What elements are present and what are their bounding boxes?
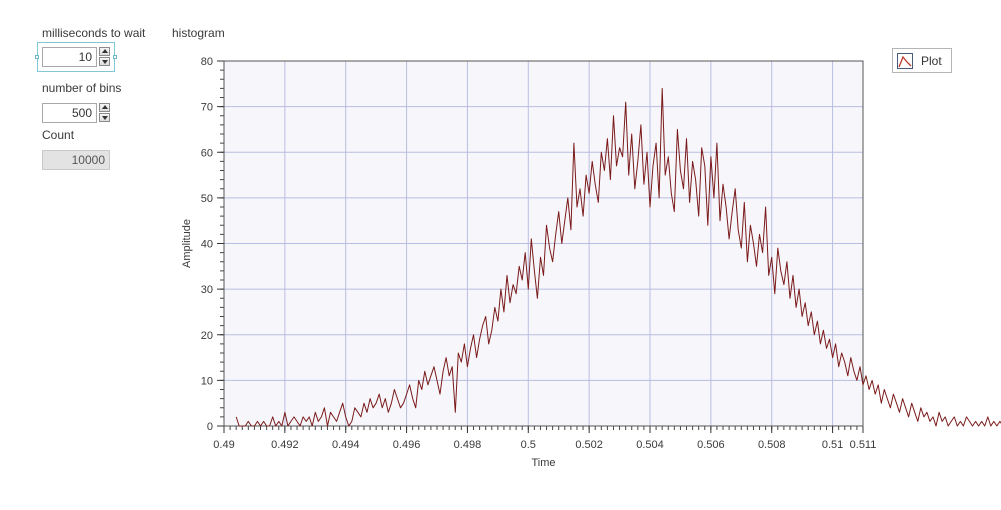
x-axis-label: Time xyxy=(531,457,555,469)
chart-title: histogram xyxy=(172,26,225,40)
y-axis-label: Amplitude xyxy=(181,219,193,268)
y-tick-label: 40 xyxy=(201,239,213,251)
y-tick-label: 50 xyxy=(201,193,213,205)
line-plot-icon xyxy=(897,52,913,69)
y-tick-label: 80 xyxy=(201,56,213,68)
y-tick-label: 20 xyxy=(201,330,213,342)
bins-decrement-button[interactable] xyxy=(99,113,110,122)
wait-increment-button[interactable] xyxy=(99,47,110,56)
selection-frame xyxy=(35,42,117,72)
x-tick-label: 0.492 xyxy=(271,439,299,451)
y-tick-label: 70 xyxy=(201,102,213,114)
y-tick-label: 0 xyxy=(207,421,213,433)
x-tick-label: 0.511 xyxy=(850,439,877,451)
wait-numeric-control[interactable]: 10 xyxy=(42,47,110,67)
x-tick-label: 0.496 xyxy=(393,439,421,451)
wait-label: milliseconds to wait xyxy=(42,26,146,40)
bins-increment-button[interactable] xyxy=(99,103,110,112)
bins-label: number of bins xyxy=(42,81,122,95)
count-indicator: 10000 xyxy=(42,150,110,170)
bins-input[interactable]: 500 xyxy=(42,103,97,123)
x-tick-label: 0.498 xyxy=(454,439,482,451)
series-line xyxy=(235,87,1001,427)
plot-border xyxy=(223,60,864,427)
y-tick-label: 30 xyxy=(201,284,213,296)
plot-button[interactable]: Plot xyxy=(892,48,952,73)
x-tick-label: 0.51 xyxy=(822,439,843,451)
wait-input[interactable]: 10 xyxy=(42,47,97,67)
x-tick-label: 0.494 xyxy=(332,439,360,451)
x-tick-label: 0.502 xyxy=(575,439,603,451)
x-tick-label: 0.504 xyxy=(636,439,664,451)
wait-decrement-button[interactable] xyxy=(99,57,110,66)
bins-numeric-control[interactable]: 500 xyxy=(42,103,110,123)
x-tick-label: 0.508 xyxy=(758,439,786,451)
x-tick-label: 0.49 xyxy=(213,439,234,451)
x-tick-label: 0.506 xyxy=(697,439,725,451)
plot-button-label: Plot xyxy=(921,53,942,68)
count-label: Count xyxy=(42,128,75,142)
y-tick-label: 10 xyxy=(201,375,213,387)
y-tick-label: 60 xyxy=(201,147,213,159)
x-tick-label: 0.5 xyxy=(521,439,536,451)
